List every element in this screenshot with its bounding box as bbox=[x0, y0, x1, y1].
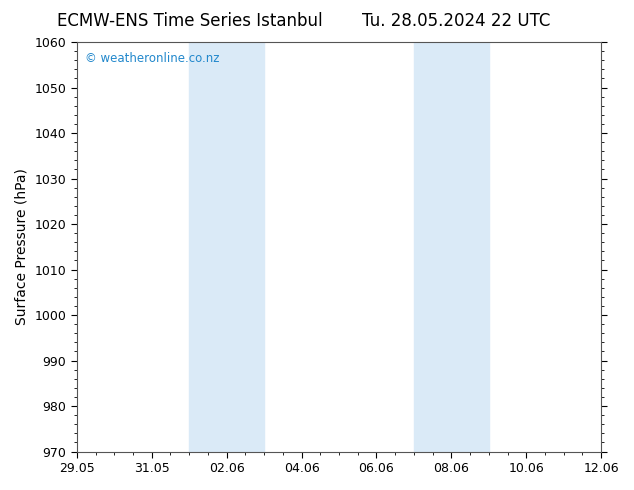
Text: © weatheronline.co.nz: © weatheronline.co.nz bbox=[85, 52, 219, 65]
Bar bbox=[414, 42, 489, 452]
Y-axis label: Surface Pressure (hPa): Surface Pressure (hPa) bbox=[15, 169, 29, 325]
Text: Tu. 28.05.2024 22 UTC: Tu. 28.05.2024 22 UTC bbox=[362, 12, 551, 30]
Text: ECMW-ENS Time Series Istanbul: ECMW-ENS Time Series Istanbul bbox=[58, 12, 323, 30]
Bar bbox=[189, 42, 264, 452]
